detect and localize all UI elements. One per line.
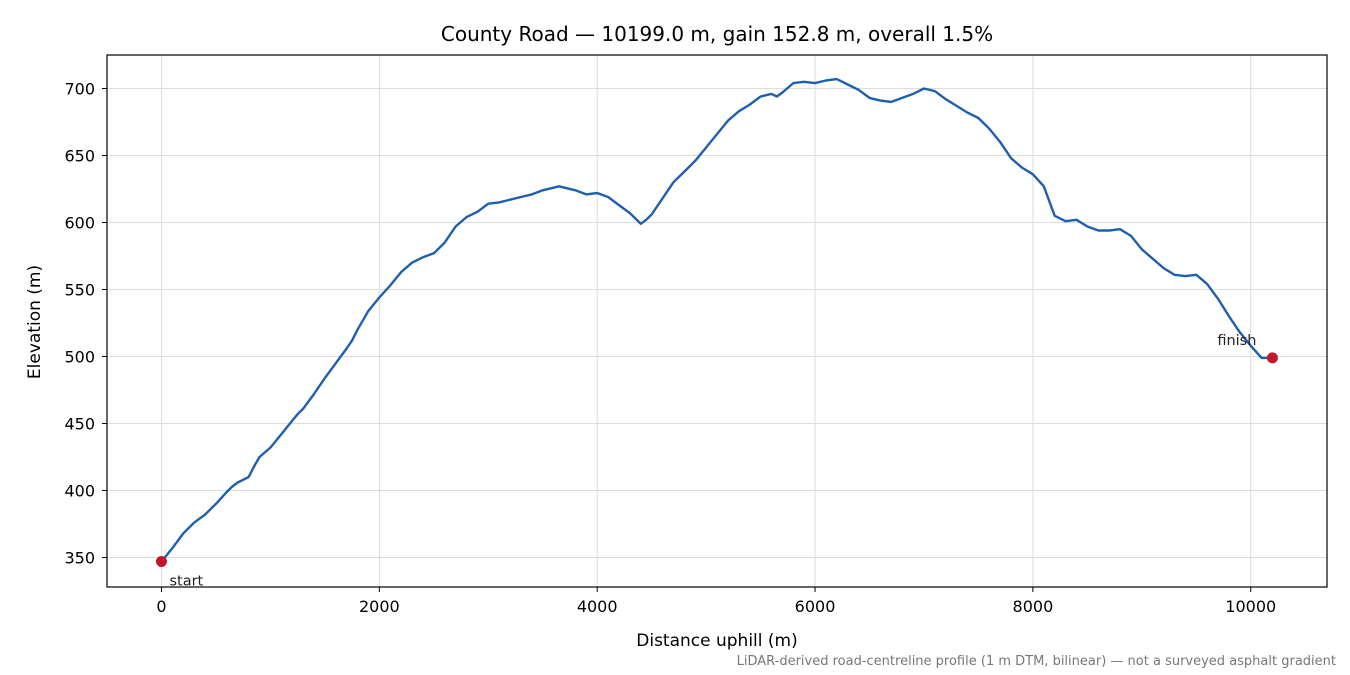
y-tick-label: 350: [64, 549, 95, 568]
start-label: start: [169, 574, 203, 590]
start-marker: [155, 556, 167, 568]
marker-layer: start finish: [155, 333, 1278, 590]
footnote: LiDAR-derived road-centreline profile (1…: [737, 654, 1336, 669]
y-tick-label: 500: [64, 348, 95, 367]
y-tick-label: 650: [64, 147, 95, 166]
y-axis-title: Elevation (m): [25, 265, 45, 379]
grid-lines: [107, 55, 1327, 587]
x-tick-label: 2000: [359, 597, 400, 616]
series-layer: [160, 77, 1273, 563]
finish-marker: [1266, 352, 1278, 364]
y-axis-ticks: 350 400 450 500 550 600 650 700: [64, 80, 107, 568]
x-tick-label: 8000: [1013, 597, 1054, 616]
x-tick-label: 6000: [795, 597, 836, 616]
x-tick-label: 4000: [577, 597, 618, 616]
plot-frame: [106, 54, 1328, 588]
finish-label: finish: [1217, 333, 1256, 349]
y-tick-label: 600: [64, 214, 95, 233]
x-tick-label: 0: [156, 597, 166, 616]
y-tick-label: 450: [64, 415, 95, 434]
y-tick-label: 400: [64, 482, 95, 501]
x-axis-title: Distance uphill (m): [636, 631, 797, 651]
x-tick-label: 10000: [1225, 597, 1276, 616]
y-tick-label: 700: [64, 80, 95, 99]
x-axis-ticks: 0 2000 4000 6000 8000 10000: [156, 587, 1276, 616]
chart-title: County Road — 10199.0 m, gain 152.8 m, o…: [441, 22, 993, 46]
y-tick-label: 550: [64, 281, 95, 300]
elevation-line: [160, 77, 1273, 563]
